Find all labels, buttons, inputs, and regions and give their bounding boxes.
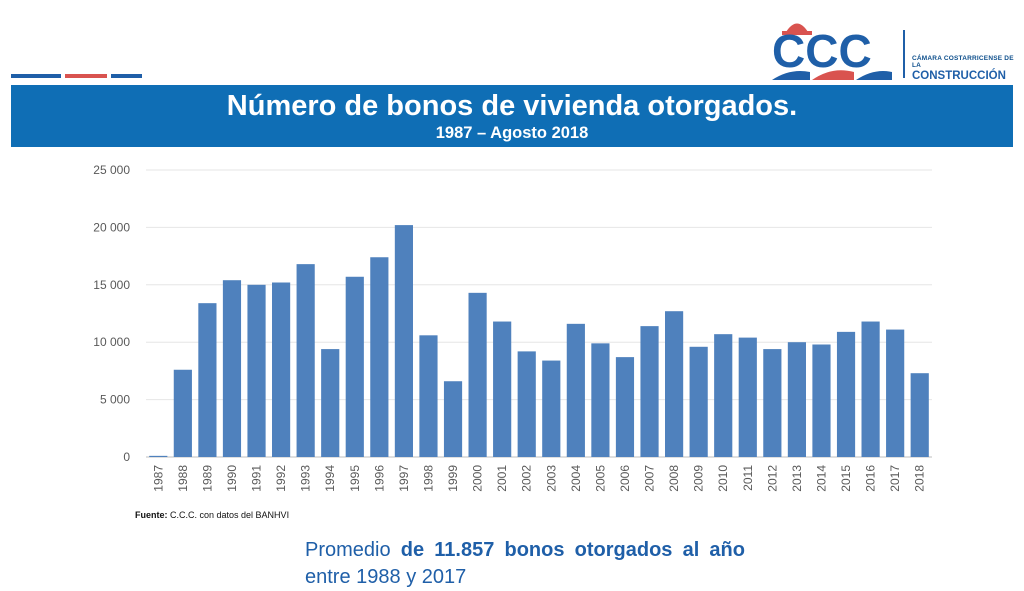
bar [738,337,757,457]
page-subtitle: 1987 – Agosto 2018 [435,124,589,142]
y-tick-label: 20 000 [93,220,130,234]
accent-bar-blue-right [111,74,142,78]
accent-bar-red [65,74,107,78]
y-tick-label: 25 000 [93,163,130,177]
x-tick-label: 1987 [151,465,165,492]
x-tick-label: 2017 [888,465,902,492]
page-title: Número de bonos de vivienda otorgados. [226,90,798,122]
bar [149,455,168,457]
bar [296,264,315,457]
x-tick-label: 2013 [790,465,804,492]
bar [222,280,242,457]
title-band: Número de bonos de vivienda otorgados. 1… [11,85,1013,147]
bar [689,346,708,457]
y-tick-label: 15 000 [93,278,130,292]
x-tick-label: 1989 [200,465,214,492]
bar [836,331,856,457]
ccc-logo-icon: CCC [772,17,892,80]
x-tick-label: 2015 [839,465,853,492]
bar [173,369,192,457]
bar [345,276,364,457]
y-tick-label: 10 000 [93,335,130,349]
logo-divider [903,30,905,78]
bar [665,311,684,457]
bar [272,282,291,457]
bar-chart: 0 5 000 10 000 15 000 20 000 25 000 1987 1988 19… [93,163,932,492]
bar [566,323,585,457]
bar [198,303,217,457]
x-tick-label: 1997 [397,465,411,492]
accent-bars [11,74,142,79]
logo-letters: CCC [772,25,872,77]
source-note: Fuente: C.C.C. con datos del BANHVI [135,510,289,520]
summary-suffix: entre 1988 y 2017 [305,566,467,588]
summary-prefix: Promedio [305,539,401,561]
x-tick-label: 1998 [421,465,435,492]
bar [542,360,561,457]
logo-line-1: CÁMARA COSTARRICENSE DE LA [912,55,1014,69]
x-tick-label: 1988 [176,465,190,492]
x-tick-label: 2007 [643,465,657,492]
bar [443,381,463,457]
x-tick-label: 2004 [569,465,583,492]
bar [640,326,659,457]
x-tick-label: 2018 [913,465,927,492]
bar [517,351,536,457]
x-tick-label: 2016 [864,465,878,492]
x-tick-label: 2002 [520,465,534,492]
accent-bar-blue-left [11,74,61,78]
bar [861,321,880,457]
bar [714,334,733,457]
x-tick-label: 1991 [250,465,264,492]
bar [419,335,438,457]
bar [591,343,610,457]
source-label: Fuente: [135,510,168,520]
x-tick-label: 1999 [446,465,460,492]
bar [493,321,512,457]
x-tick-label: 2005 [593,465,607,492]
x-tick-label: 1990 [225,465,239,492]
x-tick-label: 2006 [618,465,632,492]
logo-line-2: CONSTRUCCIÓN [912,70,1006,82]
y-tick-label: 5 000 [100,393,130,407]
x-tick-label: 2008 [667,465,681,492]
bar [886,329,905,457]
x-tick-label: 2009 [692,465,706,492]
x-tick-label: 1994 [323,465,337,492]
x-tick-label: 2003 [544,465,558,492]
x-tick-label: 1995 [348,465,362,492]
bar [615,357,635,457]
bar [394,225,413,457]
bar [247,284,266,457]
x-tick-label: 1993 [299,465,313,492]
x-tick-label: 2012 [765,465,779,492]
source-text: C.C.C. con datos del BANHVI [170,510,290,520]
bar [321,349,340,457]
x-tick-label: 2014 [814,465,828,492]
x-tick-label: 2011 [741,465,755,491]
bar [812,344,831,457]
bar [763,349,782,457]
y-tick-label: 0 [123,450,130,464]
bar [468,292,487,457]
logo-text: CÁMARA COSTARRICENSE DE LA CONSTRUCCIÓN [912,55,1024,82]
bar [787,342,806,457]
bar [370,257,389,457]
x-tick-label: 2001 [495,465,509,492]
summary-bold: de 11.857 bonos otorgados al año [400,539,745,561]
x-tick-label: 2010 [716,465,730,492]
summary-text: Promedio de 11.857 bonos otorgados al añ… [305,537,745,591]
x-tick-label: 1996 [372,465,386,492]
x-tick-label: 2000 [471,465,485,492]
bar [910,373,929,457]
x-tick-label: 1992 [274,465,288,492]
